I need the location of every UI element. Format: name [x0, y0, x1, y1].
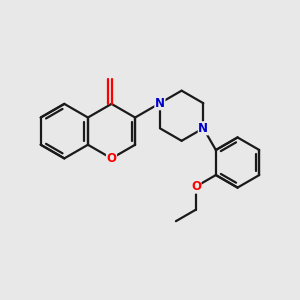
Text: N: N: [198, 122, 208, 135]
Text: N: N: [155, 97, 165, 110]
Text: O: O: [106, 152, 116, 165]
Text: O: O: [191, 180, 201, 193]
